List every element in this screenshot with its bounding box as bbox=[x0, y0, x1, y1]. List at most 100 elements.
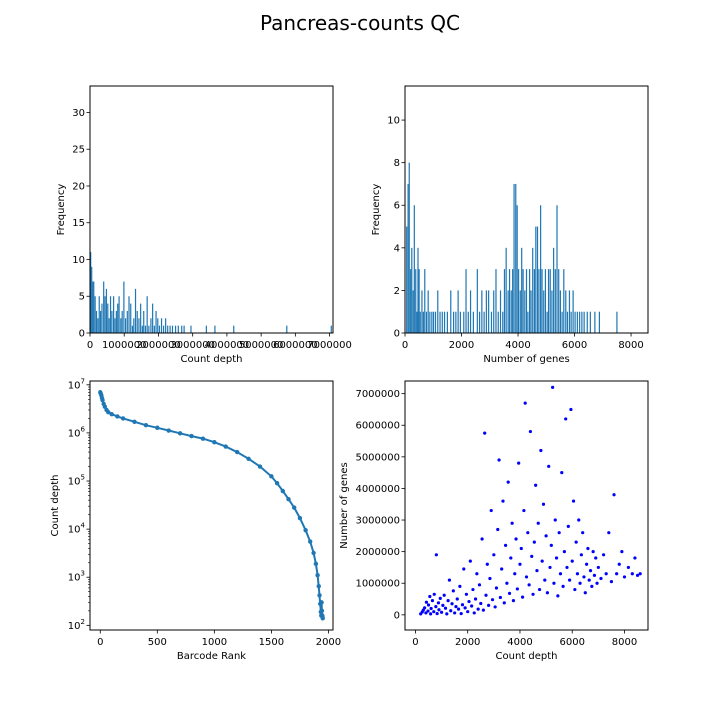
barcode-rank-plot-point bbox=[132, 419, 137, 425]
count-depth-histogram-bar bbox=[330, 325, 332, 333]
count-depth-histogram-bar bbox=[117, 303, 119, 333]
genes-histogram-bar bbox=[463, 311, 465, 333]
barcode-rank-plot-point bbox=[316, 584, 321, 589]
barcode-rank-plot-point bbox=[257, 464, 263, 469]
genes-histogram-bar bbox=[516, 205, 518, 333]
barcode-rank-plot-point bbox=[143, 422, 149, 428]
depth-vs-genes-scatter-point bbox=[476, 607, 480, 611]
count-depth-histogram-bar bbox=[177, 325, 179, 333]
depth-vs-genes-scatter-point bbox=[558, 572, 563, 576]
count-depth-histogram-ytick-label: 25 bbox=[72, 145, 85, 156]
count-depth-histogram-bar bbox=[104, 296, 106, 333]
genes-histogram-bar bbox=[424, 269, 426, 333]
count-depth-histogram-marks bbox=[90, 252, 332, 333]
count-depth-histogram-xtick-label: 1000000 bbox=[102, 340, 147, 351]
count-depth-histogram-bar bbox=[94, 296, 96, 333]
barcode-rank-plot-xtick-label: 1000 bbox=[202, 637, 227, 648]
depth-vs-genes-scatter-point bbox=[607, 531, 611, 535]
depth-vs-genes-scatter-point bbox=[460, 603, 465, 607]
barcode-rank-plot-point bbox=[315, 573, 320, 578]
depth-vs-genes-scatter-point bbox=[459, 611, 463, 616]
depth-vs-genes-scatter-point bbox=[570, 559, 574, 563]
depth-vs-genes-scatter-ytick-label: 2000000 bbox=[355, 547, 400, 558]
genes-histogram-bar bbox=[594, 311, 596, 333]
count-depth-histogram-bar bbox=[128, 296, 130, 333]
genes-histogram-bar bbox=[579, 311, 581, 333]
depth-vs-genes-scatter-point bbox=[537, 587, 542, 592]
count-depth-histogram-bar bbox=[130, 303, 132, 333]
depth-vs-genes-scatter-point bbox=[500, 567, 504, 571]
depth-vs-genes-scatter-point bbox=[468, 559, 472, 563]
depth-vs-genes-scatter-point bbox=[479, 601, 483, 606]
depth-vs-genes-scatter-point bbox=[582, 575, 586, 579]
depth-vs-genes-scatter-point bbox=[467, 599, 471, 604]
genes-histogram-bar bbox=[598, 311, 600, 333]
depth-vs-genes-scatter-point bbox=[487, 603, 491, 607]
barcode-rank-plot-point bbox=[234, 449, 240, 455]
depth-vs-genes-scatter-point bbox=[483, 431, 487, 435]
depth-vs-genes-scatter-point bbox=[557, 531, 561, 535]
count-depth-histogram-bar bbox=[100, 310, 102, 333]
genes-histogram-ylabel: Frequency bbox=[371, 184, 382, 236]
barcode-rank-plot-point bbox=[102, 404, 108, 409]
genes-histogram-bar bbox=[434, 311, 437, 333]
genes-histogram-bar bbox=[503, 269, 506, 333]
genes-histogram-ytick-label: 4 bbox=[394, 243, 400, 254]
depth-vs-genes-scatter-point bbox=[553, 518, 557, 522]
depth-vs-genes-scatter-point bbox=[488, 576, 492, 581]
genes-histogram-bar bbox=[574, 311, 576, 333]
depth-vs-genes-scatter-point bbox=[441, 603, 445, 607]
depth-vs-genes-scatter-point bbox=[524, 575, 529, 579]
depth-vs-genes-scatter-point bbox=[432, 610, 436, 614]
count-depth-histogram-bar bbox=[115, 310, 117, 333]
depth-vs-genes-scatter-point bbox=[501, 499, 505, 503]
count-depth-histogram-bar bbox=[157, 318, 159, 333]
genes-histogram-bar bbox=[589, 311, 591, 333]
count-depth-histogram-bar bbox=[153, 325, 155, 333]
genes-histogram-bar bbox=[467, 311, 469, 333]
depth-vs-genes-scatter-point bbox=[551, 385, 555, 389]
depth-vs-genes-scatter-point bbox=[517, 461, 521, 465]
genes-histogram-bar bbox=[616, 311, 618, 333]
genes-histogram-bar bbox=[418, 269, 420, 333]
genes-histogram-bar bbox=[547, 269, 550, 333]
count-depth-histogram-bar bbox=[140, 303, 142, 333]
depth-vs-genes-scatter-point bbox=[604, 572, 608, 576]
genes-histogram-bar bbox=[443, 311, 446, 333]
depth-vs-genes-scatter-point bbox=[534, 483, 538, 487]
depth-vs-genes-scatter-point bbox=[528, 429, 533, 434]
depth-vs-genes-scatter-point bbox=[574, 540, 578, 544]
genes-histogram-bar bbox=[565, 290, 567, 333]
barcode-rank-plot-point bbox=[320, 616, 325, 621]
genes-histogram-bar bbox=[540, 205, 542, 333]
depth-vs-genes-scatter-xlabel: Count depth bbox=[496, 651, 558, 662]
count-depth-histogram-bar bbox=[92, 281, 94, 333]
depth-vs-genes-scatter-point bbox=[514, 537, 518, 541]
depth-vs-genes-scatter-point bbox=[436, 601, 441, 605]
depth-vs-genes-scatter-point bbox=[523, 401, 527, 405]
depth-vs-genes-scatter-point bbox=[443, 606, 448, 610]
depth-vs-genes-scatter-point bbox=[560, 471, 564, 475]
depth-vs-genes-scatter-point bbox=[575, 572, 580, 576]
genes-histogram-bar bbox=[406, 226, 408, 333]
count-depth-histogram-bar bbox=[160, 318, 163, 333]
depth-vs-genes-scatter-point bbox=[466, 610, 470, 614]
barcode-rank-plot-point bbox=[303, 527, 308, 533]
genes-histogram-bar bbox=[432, 311, 435, 333]
genes-histogram-bar bbox=[497, 311, 499, 333]
genes-histogram-bar bbox=[411, 247, 413, 333]
genes-histogram-bar bbox=[508, 269, 511, 333]
depth-vs-genes-scatter-xtick-label: 8000 bbox=[612, 637, 637, 648]
genes-histogram-bar bbox=[553, 247, 555, 333]
genes-histogram-bar bbox=[525, 269, 528, 333]
depth-vs-genes-scatter-point bbox=[531, 592, 535, 596]
depth-vs-genes-scatter-point bbox=[473, 597, 478, 601]
genes-histogram-bar bbox=[519, 290, 521, 333]
count-depth-histogram-frame bbox=[89, 85, 334, 334]
genes-histogram-bar bbox=[512, 269, 514, 333]
genes-histogram-ytick-label: 2 bbox=[394, 286, 400, 297]
count-depth-histogram-bar bbox=[97, 318, 99, 333]
genes-histogram-bar bbox=[515, 183, 517, 333]
count-depth-histogram-xtick-label: 6000000 bbox=[273, 340, 318, 351]
